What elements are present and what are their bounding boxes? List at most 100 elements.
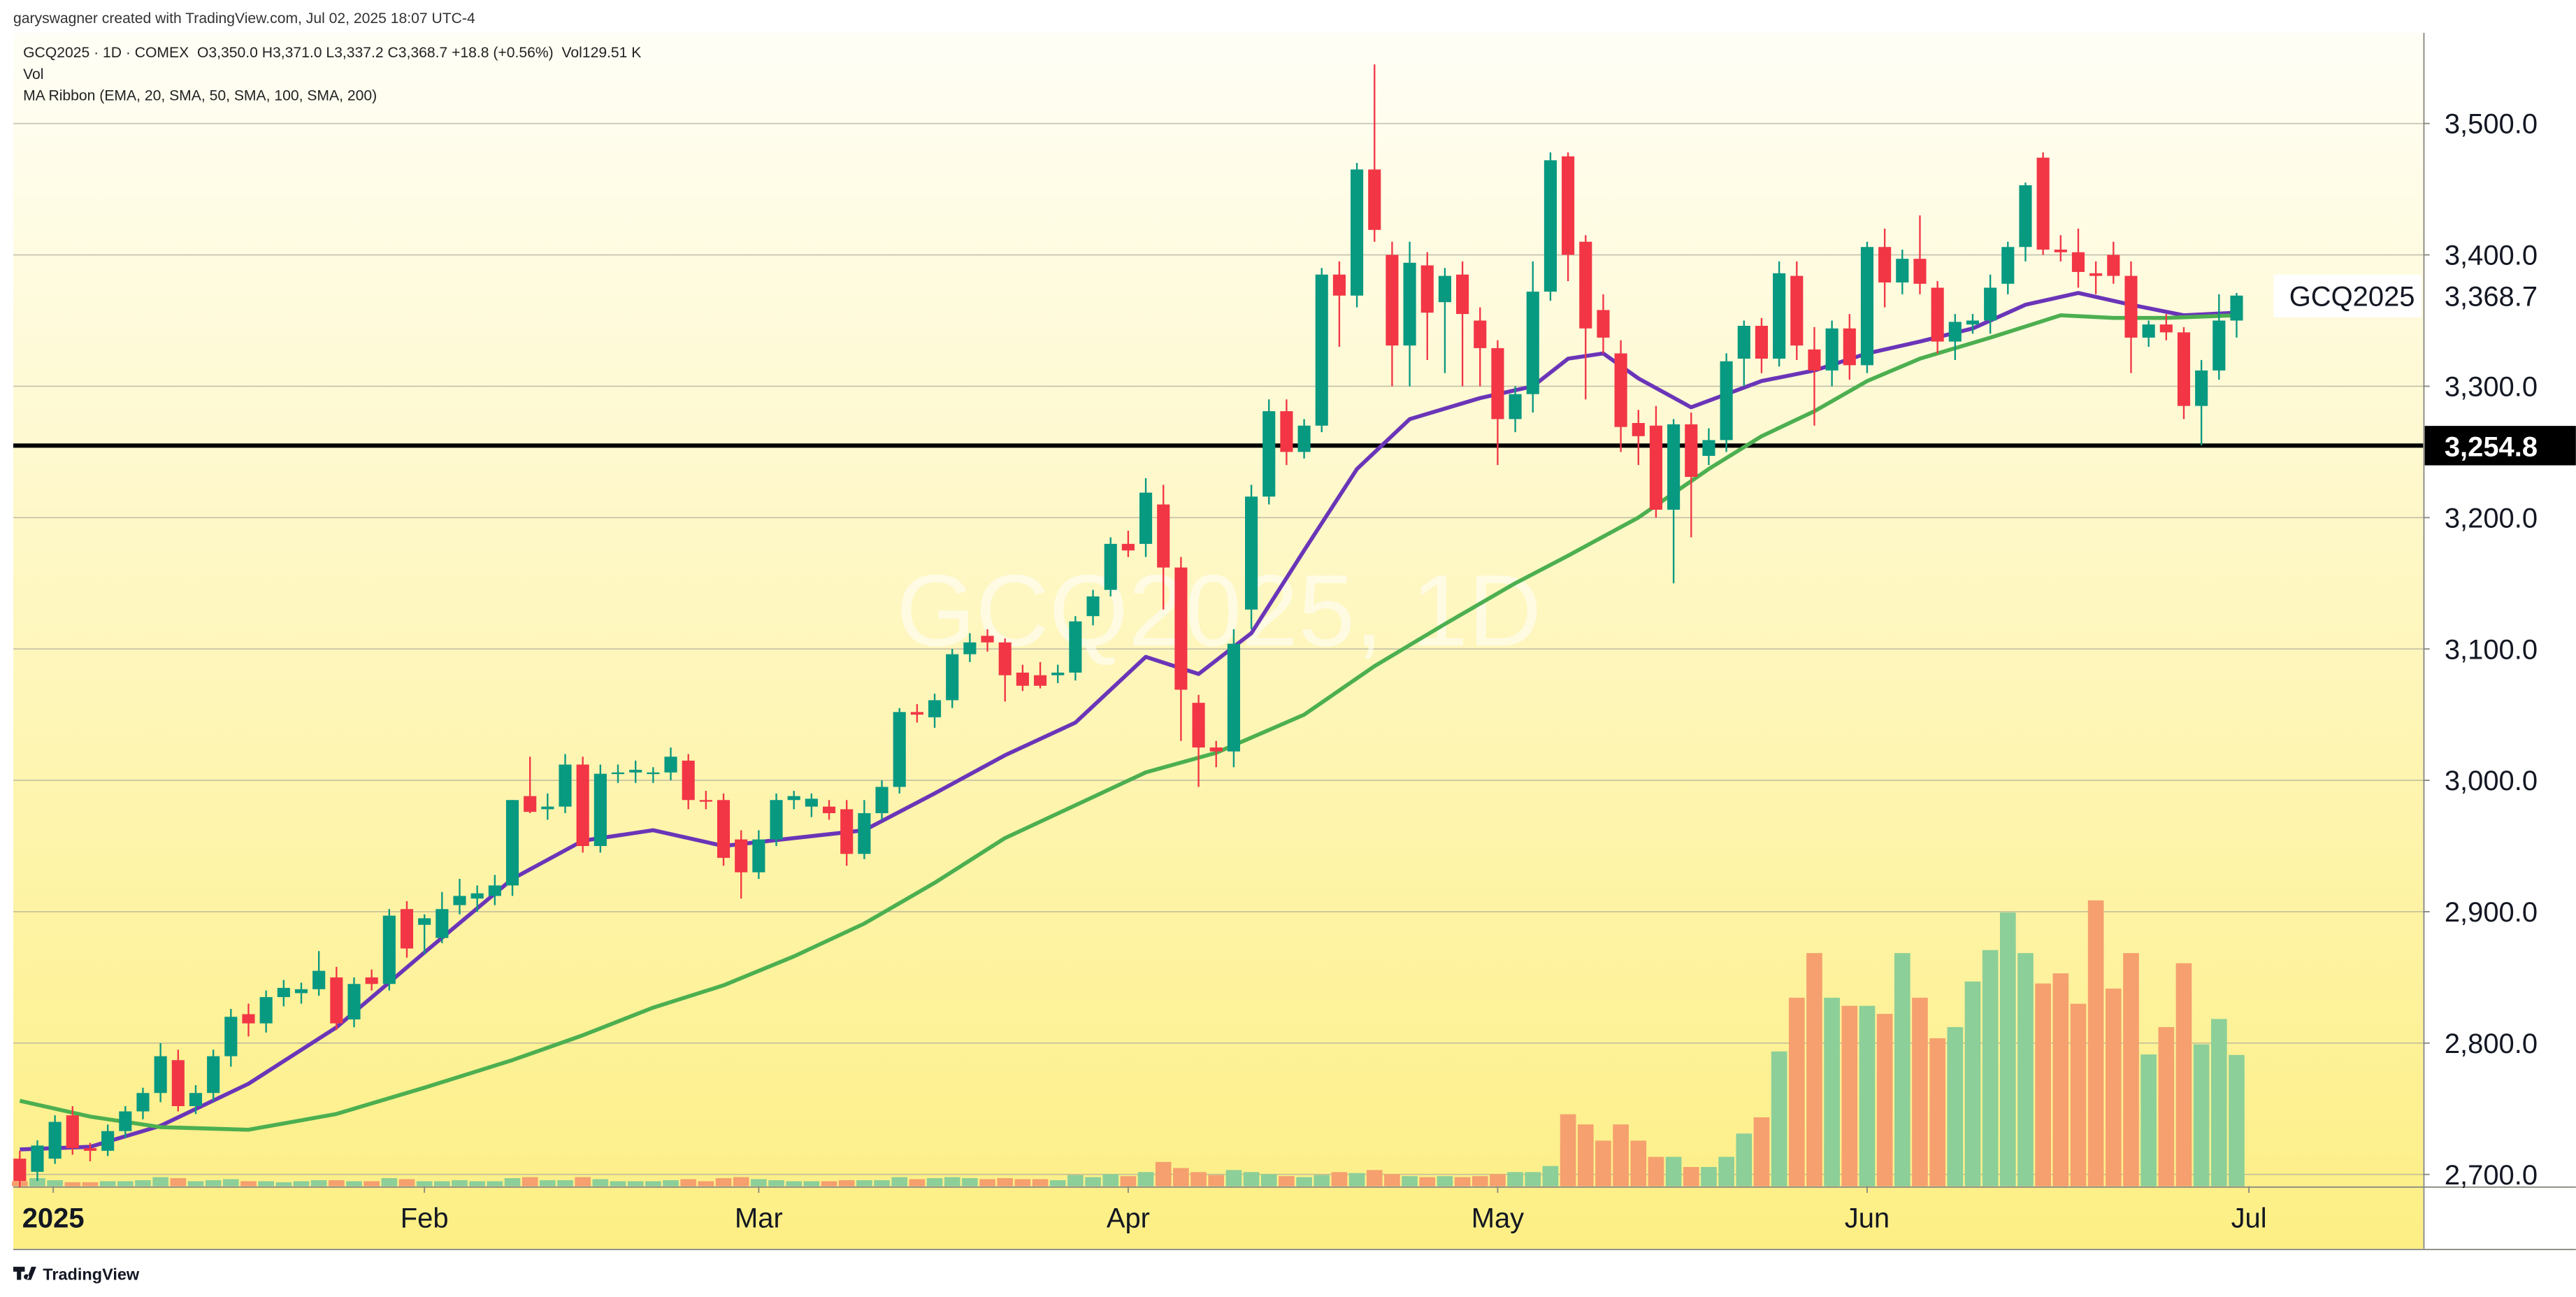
volume-bar — [1876, 1014, 1893, 1187]
volume-bar — [627, 1181, 644, 1187]
volume-bar — [293, 1181, 310, 1187]
candle-body — [1843, 328, 1856, 366]
volume-bar — [1753, 1117, 1770, 1187]
candle-body — [1755, 325, 1769, 359]
candle-body — [910, 712, 923, 715]
candle-body — [1526, 292, 1539, 394]
candle-body — [2230, 295, 2243, 321]
volume-bar — [1279, 1176, 1295, 1187]
volume-bar — [1929, 1038, 1945, 1187]
candle-body — [189, 1093, 203, 1107]
volume-bar — [1718, 1156, 1734, 1187]
volume-bar — [346, 1181, 362, 1187]
ohlc: O3,350.0 H3,371.0 L3,337.2 C3,368.7 +18.… — [197, 45, 554, 61]
volume-bar — [205, 1180, 222, 1187]
volume-bar — [187, 1181, 204, 1187]
candle-body — [2071, 252, 2085, 272]
volume-bar — [1437, 1176, 1453, 1187]
volume-bar — [117, 1181, 134, 1187]
candle-body — [981, 636, 994, 643]
volume-bar — [874, 1180, 890, 1187]
candle-body — [277, 987, 290, 998]
candle-body — [224, 1017, 238, 1056]
credit: garyswagner created with TradingView.com… — [13, 10, 475, 27]
volume-bar — [768, 1180, 784, 1187]
x-tick-label: 2025 — [22, 1203, 85, 1233]
candle-body — [1227, 643, 1240, 752]
volume-bar — [733, 1177, 749, 1187]
candle-body — [770, 800, 783, 840]
volume-bar — [680, 1179, 697, 1187]
candle-body — [382, 915, 396, 984]
volume-bar — [663, 1180, 679, 1187]
volume-bar — [170, 1178, 187, 1187]
last-price-label: 3,368.7 — [2445, 281, 2538, 312]
candle-body — [822, 806, 836, 814]
volume-bar — [2017, 953, 2034, 1187]
candle-body — [1860, 247, 1874, 366]
candle-body — [963, 642, 977, 654]
volume-bar — [1419, 1177, 1436, 1187]
candle-body — [1614, 353, 1627, 427]
candle-body — [1051, 672, 1065, 675]
candle-body — [1332, 274, 1346, 296]
volume-bar — [610, 1181, 626, 1187]
volume-bar — [2035, 983, 2051, 1187]
candle-body — [242, 1014, 255, 1024]
volume-bar — [258, 1181, 274, 1187]
candle-body — [928, 700, 942, 717]
candle-body — [259, 997, 273, 1024]
volume-bar — [1947, 1026, 1964, 1187]
candle-body — [1069, 621, 1082, 673]
candle-body — [171, 1060, 185, 1107]
volume-bar — [310, 1180, 327, 1187]
volume-bar — [416, 1181, 433, 1187]
volume-bar — [2193, 1044, 2210, 1187]
candle-body — [1297, 425, 1311, 452]
x-tick-label: Mar — [735, 1203, 783, 1233]
volume-bar — [838, 1180, 855, 1187]
volume-bar — [329, 1180, 345, 1187]
volume-bar — [1507, 1172, 1523, 1187]
candle-body — [1474, 320, 1487, 348]
volume-bar — [575, 1177, 591, 1187]
volume-bar — [698, 1181, 714, 1187]
candle-body — [752, 839, 765, 873]
candle-body — [1720, 361, 1733, 440]
candle-body — [805, 798, 818, 807]
candle-body — [1896, 259, 1909, 282]
candle-body — [1825, 328, 1839, 371]
volume-bar — [1577, 1124, 1594, 1187]
volume-bar — [926, 1178, 943, 1187]
volume-bar — [275, 1182, 292, 1187]
candle-body — [400, 909, 414, 949]
candle-body — [2036, 157, 2050, 250]
volume-bar — [1665, 1156, 1682, 1187]
volume-bar — [222, 1179, 239, 1187]
volume-bar — [398, 1179, 415, 1187]
volume-bar — [2087, 900, 2104, 1187]
candle-body — [436, 909, 449, 938]
volume-bar — [2140, 1054, 2157, 1187]
candle-body — [1649, 425, 1662, 510]
candle-body — [1702, 440, 1715, 456]
volume-bar — [1542, 1166, 1559, 1187]
candle-body — [629, 770, 642, 773]
y-tick-label: 3,400.0 — [2445, 241, 2538, 271]
volume-bar — [821, 1181, 837, 1187]
candle-body — [1948, 322, 1962, 342]
volume-bar — [1788, 997, 1805, 1187]
candle-body — [453, 896, 466, 905]
brand-logo — [13, 1266, 36, 1280]
volume-bar — [1348, 1173, 1365, 1187]
volume-bar — [1208, 1175, 1225, 1187]
candle-body — [1878, 247, 1892, 282]
volume-bar — [1137, 1172, 1154, 1187]
candle-body — [418, 918, 431, 925]
candle-body — [998, 642, 1012, 675]
volume-bar — [1014, 1179, 1031, 1187]
candle-body — [13, 1159, 27, 1182]
volume-bar — [751, 1179, 767, 1187]
candle-body — [1174, 567, 1188, 690]
volume-bar — [47, 1180, 63, 1187]
